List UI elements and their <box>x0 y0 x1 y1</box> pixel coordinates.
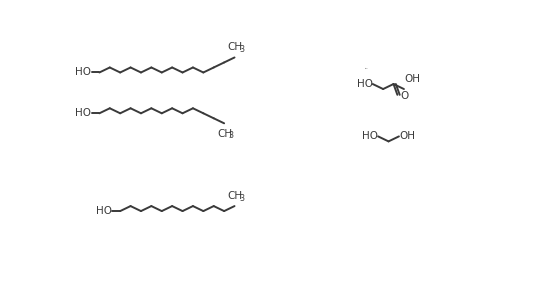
Text: 3: 3 <box>229 131 234 140</box>
Text: CH: CH <box>217 129 233 139</box>
Text: HO: HO <box>96 206 112 216</box>
Text: 3: 3 <box>239 45 244 54</box>
Text: CH: CH <box>228 42 243 52</box>
Text: CH: CH <box>228 191 243 201</box>
Text: HO: HO <box>75 67 91 78</box>
Text: 3: 3 <box>239 194 244 203</box>
Text: ACID: ACID <box>365 68 369 69</box>
Text: HO: HO <box>75 108 91 118</box>
Text: HO: HO <box>357 79 373 89</box>
Text: OH: OH <box>405 74 421 84</box>
Text: HO: HO <box>362 131 378 141</box>
Text: O: O <box>400 91 409 101</box>
Text: OH: OH <box>400 131 416 141</box>
